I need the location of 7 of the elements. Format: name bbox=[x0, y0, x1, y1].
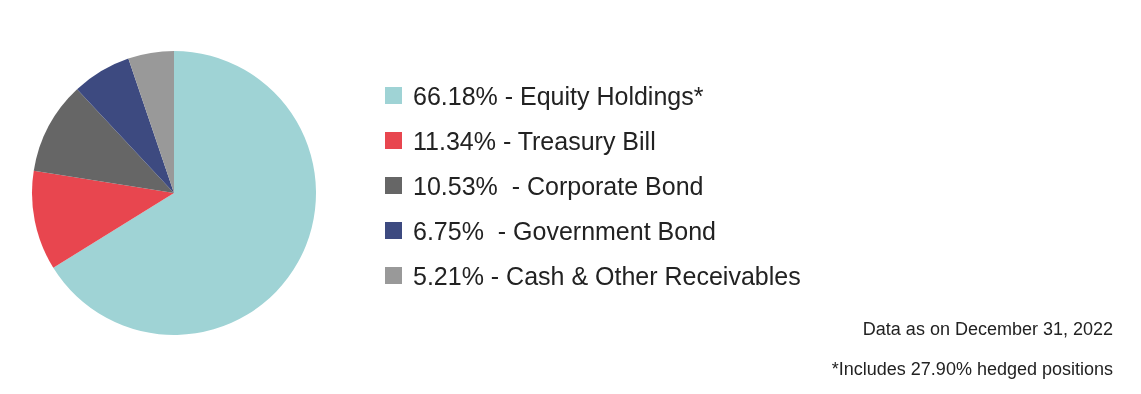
legend-label: 10.53% - Corporate Bond bbox=[413, 171, 704, 200]
legend-label: 11.34% - Treasury Bill bbox=[413, 126, 656, 155]
legend-label: 6.75% - Government Bond bbox=[413, 216, 716, 245]
text: *Includes 27.90% hedged positions bbox=[831, 359, 1114, 379]
text: Data as on December 31, 2022 bbox=[862, 319, 1113, 339]
legend-label: 66.18% - Equity Holdings* bbox=[413, 81, 704, 110]
legend-label: 5.21% - Cash & Other Receivables bbox=[413, 261, 801, 290]
